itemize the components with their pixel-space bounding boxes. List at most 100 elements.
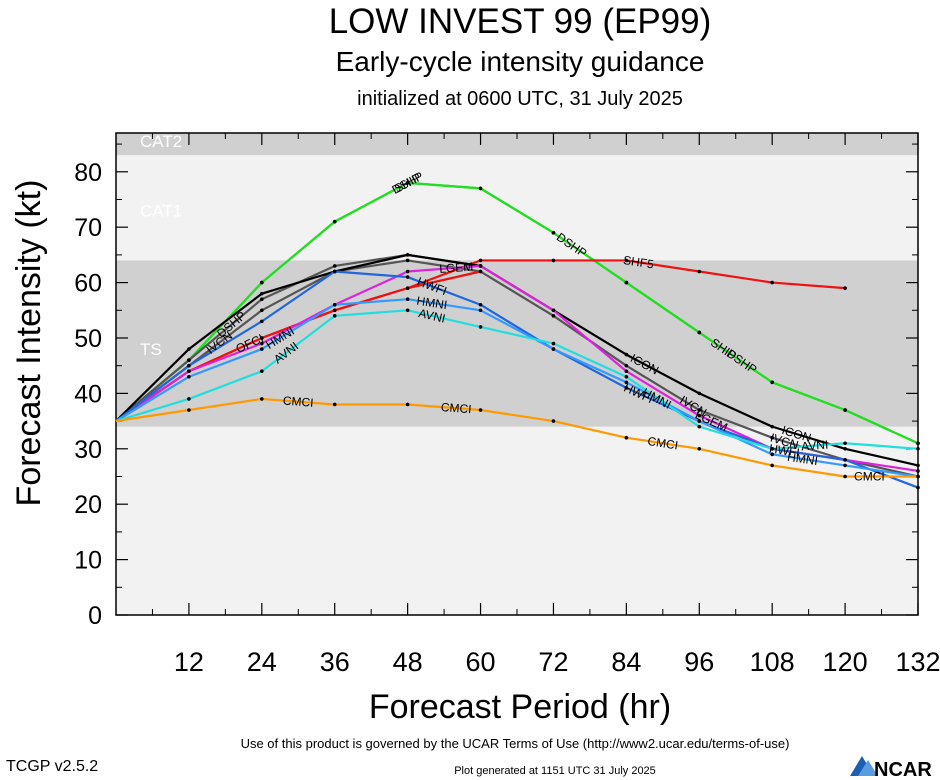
chart-initialized: initialized at 0600 UTC, 31 July 2025	[357, 88, 683, 110]
series-label-cmci: CMCI	[647, 434, 679, 452]
data-point	[551, 308, 556, 313]
data-point	[405, 181, 410, 185]
data-point	[478, 302, 483, 307]
y-tick-label: 70	[74, 214, 102, 242]
data-point	[697, 424, 702, 429]
data-point	[697, 419, 702, 423]
data-point	[478, 269, 483, 274]
data-point	[916, 441, 920, 446]
data-point	[697, 269, 702, 274]
data-point	[260, 347, 264, 351]
data-point	[770, 463, 774, 468]
data-point	[624, 258, 629, 263]
x-tick-label: 84	[611, 647, 641, 677]
series-label-hwfi: HWFI	[768, 441, 800, 459]
data-point	[332, 219, 337, 224]
data-point	[332, 264, 337, 268]
series-line	[115, 259, 919, 478]
data-point	[770, 435, 774, 440]
data-point	[187, 347, 191, 351]
data-point	[260, 319, 264, 324]
y-tick-label: 0	[88, 602, 102, 630]
data-point	[551, 314, 556, 318]
data-point	[770, 280, 774, 285]
x-tick-label: 48	[393, 647, 423, 677]
data-point	[624, 369, 629, 374]
data-point	[551, 419, 556, 423]
series-label-shf5: SHF5	[622, 253, 655, 271]
series-label-hmni: HMNI	[416, 294, 448, 312]
data-point	[770, 424, 774, 429]
data-point	[260, 291, 264, 296]
data-point	[260, 341, 264, 346]
y-tick-label: 20	[74, 491, 102, 519]
data-point	[187, 374, 191, 379]
data-point	[697, 330, 702, 335]
y-tick-label: 80	[74, 159, 102, 187]
data-point	[551, 347, 556, 351]
series-cmci	[115, 397, 920, 479]
x-tick-label: 24	[247, 647, 277, 677]
series-avni	[115, 308, 920, 451]
data-point	[551, 341, 556, 346]
series-label-cmci: CMCI	[282, 394, 314, 410]
data-point	[843, 474, 847, 479]
data-point	[770, 452, 774, 457]
data-point	[332, 269, 337, 274]
data-point	[332, 302, 337, 307]
data-point	[624, 363, 629, 368]
data-point	[405, 402, 410, 407]
series-label-cmci: CMCI	[854, 469, 885, 483]
ncar-logo: NCAR	[850, 756, 932, 780]
data-point	[624, 386, 629, 390]
x-tick-label: 36	[320, 647, 350, 677]
series-label-lgem: LGEM	[439, 260, 474, 277]
data-point	[187, 358, 191, 362]
data-point	[332, 308, 337, 313]
data-point	[843, 446, 847, 451]
data-point	[770, 446, 774, 451]
data-point	[260, 308, 264, 313]
data-point	[916, 463, 920, 468]
band-label-ts: TS	[140, 340, 162, 359]
data-point	[405, 258, 410, 263]
data-point	[187, 363, 191, 368]
data-point	[697, 413, 702, 418]
series-line	[115, 270, 919, 489]
data-point	[697, 408, 702, 412]
data-point	[478, 408, 483, 412]
data-point	[187, 369, 191, 374]
version-text: TCGP v2.5.2	[6, 758, 98, 775]
data-point	[916, 469, 920, 473]
data-point	[405, 253, 410, 257]
data-point	[843, 458, 847, 462]
data-point	[843, 441, 847, 446]
data-point	[624, 374, 629, 379]
y-tick-label: 30	[74, 436, 102, 464]
x-tick-label: 60	[466, 647, 496, 677]
series-line	[115, 181, 919, 445]
data-point	[843, 286, 847, 290]
terms-of-use-text: Use of this product is governed by the U…	[241, 736, 790, 751]
data-point	[916, 446, 920, 451]
data-point	[260, 336, 264, 340]
data-point	[478, 325, 483, 329]
data-point	[478, 258, 483, 263]
band-cat2	[116, 133, 918, 156]
ncar-logo-text: NCAR	[874, 759, 932, 780]
data-point	[624, 352, 629, 357]
data-point	[478, 308, 483, 313]
x-axis-label: Forecast Period (hr)	[369, 688, 671, 726]
series-line	[115, 309, 919, 450]
data-point	[405, 308, 410, 313]
band-label-cat1: CAT1	[140, 202, 182, 221]
data-point	[624, 280, 629, 285]
data-point	[260, 369, 264, 374]
y-tick-label: 40	[74, 380, 102, 408]
data-point	[916, 485, 920, 490]
data-point	[551, 230, 556, 235]
data-point	[260, 280, 264, 285]
data-point	[405, 297, 410, 302]
data-point	[405, 275, 410, 279]
